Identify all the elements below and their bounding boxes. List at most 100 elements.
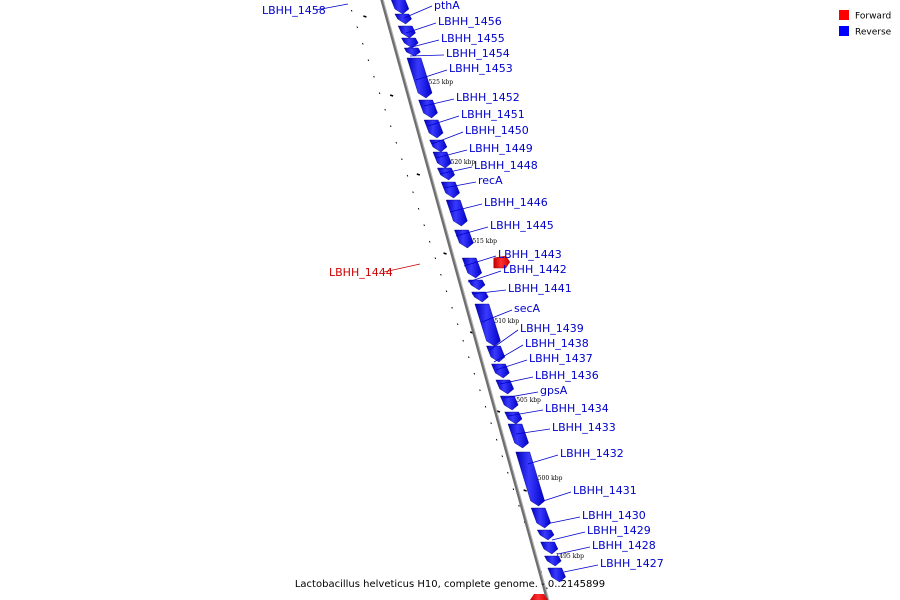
gene-block-reverse[interactable]: [437, 167, 455, 181]
major-tick: [496, 410, 501, 413]
gene-block-reverse[interactable]: [540, 541, 559, 555]
major-tick: [443, 252, 447, 255]
gene-label[interactable]: LBHH_1450: [465, 124, 529, 137]
gene-block-reverse[interactable]: [536, 529, 555, 541]
gene-leader-line: [545, 516, 581, 525]
gene-leader-line: [405, 22, 437, 34]
gene-block-reverse[interactable]: [491, 363, 510, 379]
gene-block-reverse[interactable]: [486, 345, 506, 363]
gene-label[interactable]: LBHH_1442: [503, 263, 567, 276]
major-tick: [416, 173, 421, 176]
gene-block-reverse[interactable]: [499, 395, 519, 411]
gene-block-reverse[interactable]: [461, 257, 482, 279]
gene-block-reverse[interactable]: [471, 291, 489, 303]
gene-label[interactable]: LBHH_1454: [446, 47, 510, 60]
gene-label[interactable]: LBHH_1429: [587, 524, 651, 537]
gene-label[interactable]: LBHH_1451: [461, 108, 525, 121]
minor-tick: [367, 59, 370, 62]
gene-block-reverse[interactable]: [504, 411, 523, 425]
gene-block-reverse[interactable]: [530, 507, 551, 529]
gene-block-reverse[interactable]: [467, 279, 486, 291]
gene-label[interactable]: LBHH_1444: [329, 266, 393, 279]
gene-label[interactable]: LBHH_1432: [560, 447, 624, 460]
gene-leader-line: [403, 5, 433, 19]
gene-block-reverse[interactable]: [515, 451, 545, 507]
gene-label[interactable]: LBHH_1455: [441, 32, 505, 45]
gene-block-reverse[interactable]: [390, 0, 410, 15]
gene-label[interactable]: LBHH_1439: [520, 322, 584, 335]
gene-label[interactable]: LBHH_1449: [469, 142, 533, 155]
gene-leader-line: [503, 391, 539, 399]
gene-leader-line: [383, 263, 421, 273]
minor-tick: [518, 504, 520, 507]
gene-leader-line: [507, 409, 544, 417]
minor-tick: [423, 224, 425, 227]
gene-label[interactable]: LBHH_1433: [552, 421, 616, 434]
gene-label[interactable]: LBHH_1452: [456, 91, 520, 104]
gene-leader-line: [527, 454, 559, 465]
gene-label[interactable]: LBHH_1448: [474, 159, 538, 172]
gene-block-reverse[interactable]: [507, 423, 529, 449]
gene-label[interactable]: LBHH_1443: [498, 248, 562, 261]
gene-leader-line: [563, 564, 599, 573]
minor-tick: [473, 372, 476, 375]
legend-reverse-swatch: [839, 26, 849, 36]
minor-tick: [384, 108, 386, 111]
gene-block-reverse[interactable]: [406, 57, 433, 99]
gene-block-reverse[interactable]: [418, 99, 438, 119]
gene-label[interactable]: gpsA: [540, 384, 568, 397]
gene-label[interactable]: LBHH_1434: [545, 402, 609, 415]
gene-label[interactable]: LBHH_1438: [525, 337, 589, 350]
gene-label[interactable]: LBHH_1430: [582, 509, 646, 522]
gene-block-reverse[interactable]: [423, 119, 444, 139]
minor-tick: [428, 240, 431, 243]
gene-label[interactable]: LBHH_1446: [484, 196, 548, 209]
gene-label[interactable]: LBHH_1437: [529, 352, 593, 365]
gene-block-reverse[interactable]: [474, 303, 501, 347]
gene-label[interactable]: LBHH_1428: [592, 539, 656, 552]
gene-label[interactable]: pthA: [434, 0, 460, 12]
gene-leader-line: [551, 531, 586, 541]
minor-tick: [546, 587, 548, 590]
genome-backbone: [380, 0, 550, 600]
legend-forward-label: Forward: [855, 12, 891, 22]
gene-block-reverse[interactable]: [403, 47, 421, 57]
scale-tick-label: 1515 kbp: [469, 238, 498, 245]
gene-block-reverse[interactable]: [401, 37, 419, 49]
major-tick: [389, 94, 394, 97]
gene-block-forward[interactable]: [493, 255, 511, 269]
gene-block-forward[interactable]: [530, 594, 548, 600]
genome-caption: Lactobacillus helveticus H10, complete g…: [295, 579, 605, 590]
minor-tick: [389, 125, 392, 128]
gene-label[interactable]: LBHH_1436: [535, 369, 599, 382]
gene-block-reverse[interactable]: [397, 25, 416, 39]
minor-tick: [373, 75, 375, 78]
gene-label[interactable]: LBHH_1445: [490, 219, 554, 232]
gene-block-reverse[interactable]: [432, 151, 452, 169]
gene-label[interactable]: LBHH_1427: [600, 557, 664, 570]
gene-leader-line: [495, 359, 528, 371]
gene-block-reverse[interactable]: [454, 229, 474, 249]
gene-label[interactable]: recA: [478, 174, 503, 187]
gene-block-reverse[interactable]: [445, 199, 468, 227]
gene-label[interactable]: LBHH_1431: [573, 484, 637, 497]
minor-tick: [412, 191, 414, 194]
gene-leader-line: [427, 115, 460, 127]
gene-leader-line: [439, 166, 473, 175]
backbone-highlight: [382, 0, 550, 600]
gene-label[interactable]: secA: [514, 302, 541, 315]
gene-block-reverse[interactable]: [440, 181, 460, 199]
gene-block-reverse[interactable]: [495, 379, 514, 395]
gene-block-reverse[interactable]: [544, 555, 562, 567]
gene-label[interactable]: LBHH_1458: [262, 4, 326, 17]
minor-tick: [484, 405, 487, 408]
minor-tick: [356, 26, 359, 29]
gene-label[interactable]: LBHH_1441: [508, 282, 572, 295]
gene-block-reverse[interactable]: [547, 567, 566, 583]
gene-leader-line: [423, 98, 455, 107]
minor-tick: [512, 488, 515, 491]
gene-label[interactable]: LBHH_1456: [438, 15, 502, 28]
backbone-line: [380, 0, 550, 600]
minor-tick: [456, 323, 459, 326]
gene-label[interactable]: LBHH_1453: [449, 62, 513, 75]
